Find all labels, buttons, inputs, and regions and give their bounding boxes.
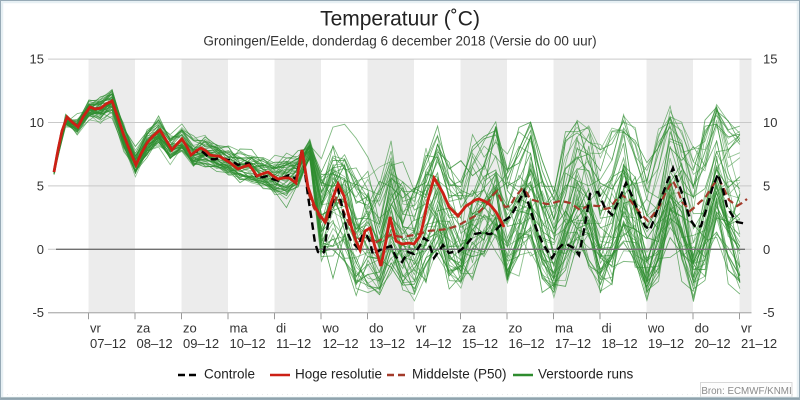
svg-text:Controle: Controle <box>204 367 255 382</box>
svg-text:za: za <box>462 321 477 336</box>
svg-text:07–12: 07–12 <box>90 336 126 351</box>
svg-text:ma: ma <box>230 321 249 336</box>
svg-text:0: 0 <box>37 242 44 257</box>
svg-text:Verstoorde runs: Verstoorde runs <box>538 367 634 382</box>
svg-text:do: do <box>369 321 383 336</box>
svg-text:vr: vr <box>741 321 753 336</box>
svg-text:zo: zo <box>183 321 197 336</box>
svg-text:do: do <box>695 321 709 336</box>
svg-text:17–12: 17–12 <box>555 336 591 351</box>
svg-text:15–12: 15–12 <box>462 336 498 351</box>
svg-text:20–12: 20–12 <box>695 336 731 351</box>
svg-text:14–12: 14–12 <box>416 336 452 351</box>
svg-text:Groningen/Eelde, donderdag 6 d: Groningen/Eelde, donderdag 6 december 20… <box>203 34 596 49</box>
svg-text:-5: -5 <box>763 305 775 320</box>
svg-text:zo: zo <box>509 321 523 336</box>
svg-text:Hoge resolutie: Hoge resolutie <box>295 367 382 382</box>
svg-text:15: 15 <box>763 52 777 67</box>
svg-text:10: 10 <box>763 115 777 130</box>
svg-text:12–12: 12–12 <box>323 336 359 351</box>
svg-text:10: 10 <box>30 115 44 130</box>
svg-text:di: di <box>602 321 612 336</box>
svg-text:13–12: 13–12 <box>369 336 405 351</box>
svg-text:10–12: 10–12 <box>230 336 266 351</box>
svg-text:08–12: 08–12 <box>137 336 173 351</box>
svg-text:za: za <box>137 321 152 336</box>
svg-text:5: 5 <box>37 178 44 193</box>
svg-text:Bron: ECMWF/KNMI: Bron: ECMWF/KNMI <box>701 386 791 397</box>
svg-text:5: 5 <box>763 178 770 193</box>
svg-text:0: 0 <box>763 242 770 257</box>
svg-text:di: di <box>276 321 286 336</box>
svg-text:wo: wo <box>647 321 665 336</box>
svg-text:11–12: 11–12 <box>276 336 311 351</box>
svg-text:09–12: 09–12 <box>183 336 219 351</box>
svg-text:15: 15 <box>30 52 44 67</box>
svg-text:ma: ma <box>555 321 574 336</box>
svg-text:vr: vr <box>416 321 428 336</box>
svg-text:vr: vr <box>90 321 102 336</box>
svg-text:Middelste (P50): Middelste (P50) <box>412 367 507 382</box>
svg-text:21–12: 21–12 <box>741 336 777 351</box>
svg-text:19–12: 19–12 <box>648 336 684 351</box>
svg-text:Temperatuur (˚C): Temperatuur (˚C) <box>320 8 480 31</box>
svg-text:-5: -5 <box>32 305 44 320</box>
svg-text:wo: wo <box>322 321 340 336</box>
svg-text:18–12: 18–12 <box>602 336 638 351</box>
svg-text:16–12: 16–12 <box>509 336 545 351</box>
